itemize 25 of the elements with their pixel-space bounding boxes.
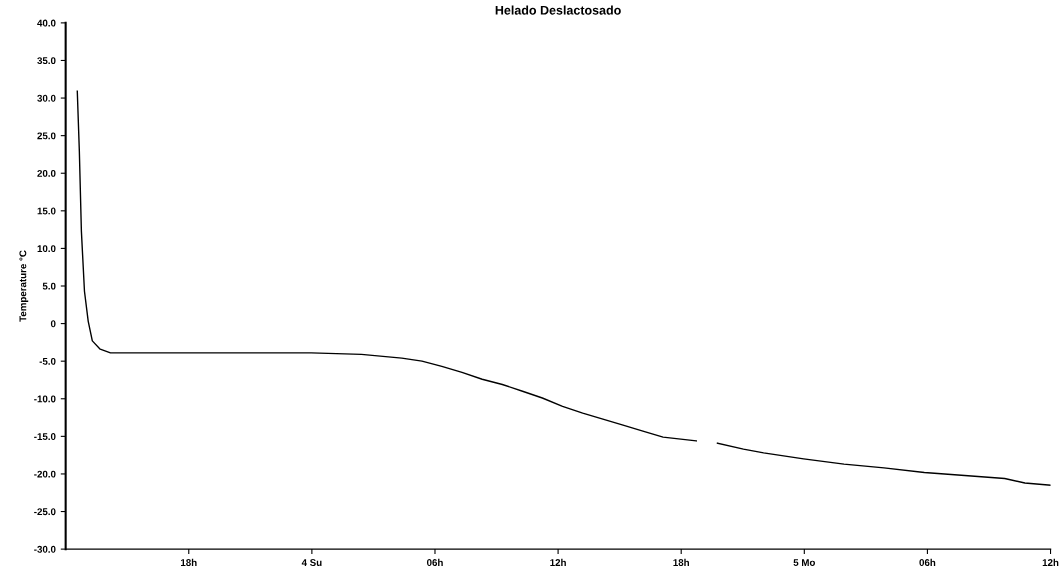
y-tick-label: 35.0 [37, 57, 56, 65]
x-tick-label: 06h [919, 558, 936, 566]
y-tick-label: 40.0 [37, 19, 56, 27]
y-tick-label: -10.0 [34, 395, 56, 403]
y-tick-label: 15.0 [37, 207, 56, 215]
y-tick-label: -25.0 [34, 508, 56, 516]
y-tick-label: 30.0 [37, 94, 56, 102]
y-tick-label: 10.0 [37, 245, 56, 253]
x-tick-label: 18h [181, 558, 197, 566]
y-tick-label: -15.0 [34, 433, 56, 440]
x-tick-label: 12h [550, 558, 566, 566]
x-tick-label: 18h [673, 558, 689, 566]
x-tick-label: 12h [1042, 558, 1059, 566]
chart-title: Helado Deslactosado [495, 5, 621, 15]
x-tick-label: 4 Su [301, 559, 322, 566]
y-tick-label: 25.0 [37, 132, 56, 140]
x-tick-label: 06h [426, 558, 443, 566]
x-tick-label: 5 Mo [793, 559, 815, 566]
y-tick-label: -5.0 [39, 357, 56, 365]
y-tick-label: 5.0 [42, 282, 56, 290]
y-axis-title: Temperature °C [19, 250, 29, 322]
y-tick-label: 20.0 [37, 169, 56, 177]
y-tick-label: -20.0 [34, 470, 56, 478]
y-tick-label: -30.0 [34, 545, 56, 553]
y-tick-label: 0 [50, 320, 56, 328]
